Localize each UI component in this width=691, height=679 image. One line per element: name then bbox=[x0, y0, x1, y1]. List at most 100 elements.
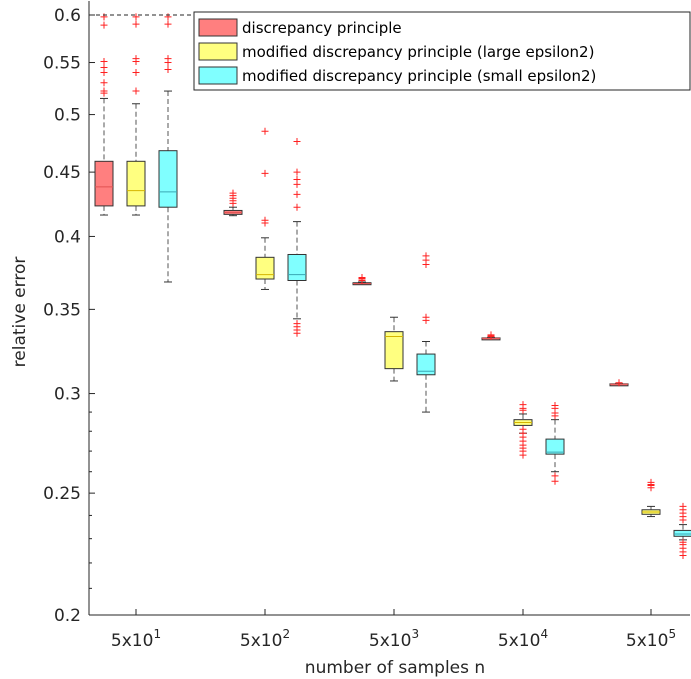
outlier-marker bbox=[551, 472, 559, 480]
outlier-marker bbox=[293, 190, 301, 198]
y-tick-label: 0.55 bbox=[43, 54, 81, 74]
outlier-marker bbox=[261, 216, 269, 224]
outlier-marker bbox=[164, 20, 172, 28]
outlier-marker bbox=[519, 401, 527, 409]
outlier-marker bbox=[164, 13, 172, 21]
box bbox=[158, 150, 178, 208]
outlier-marker bbox=[164, 55, 172, 63]
x-tick-exponent: 5 bbox=[668, 627, 676, 641]
outlier-marker bbox=[647, 478, 655, 486]
y-axis-label: relative error bbox=[10, 257, 30, 368]
outlier-marker bbox=[132, 69, 140, 77]
box-group bbox=[223, 189, 243, 217]
outlier-marker bbox=[100, 21, 108, 29]
legend-label: modified discrepancy principle (large ep… bbox=[242, 43, 594, 61]
x-tick-exponent: 4 bbox=[540, 627, 548, 641]
x-tick-label: 5x104 bbox=[498, 627, 548, 651]
box-group bbox=[545, 402, 565, 485]
box bbox=[94, 160, 114, 207]
outlier-marker bbox=[132, 87, 140, 95]
x-tick-exponent: 2 bbox=[282, 627, 290, 641]
outlier-marker bbox=[100, 79, 108, 87]
box-group bbox=[126, 13, 146, 216]
legend-box bbox=[193, 11, 691, 91]
x-tick-label: 5x102 bbox=[240, 627, 290, 651]
box bbox=[545, 438, 565, 455]
box bbox=[126, 160, 146, 207]
outlier-marker bbox=[100, 13, 108, 21]
y-tick-label: 0.35 bbox=[43, 300, 81, 320]
x-tick-exponent: 1 bbox=[153, 627, 161, 641]
x-axis-label: number of samples n bbox=[305, 658, 485, 678]
box-group bbox=[158, 13, 178, 283]
outlier-marker bbox=[293, 168, 301, 176]
box bbox=[673, 529, 691, 537]
outlier-marker bbox=[551, 402, 559, 410]
legend-label: modified discrepancy principle (small ep… bbox=[242, 67, 596, 85]
y-tick-label: 0.45 bbox=[43, 163, 81, 183]
y-ticks: 0.2 0.25 0.3 0.35 0.4 0.45 0.5 0.55 0.6 bbox=[43, 6, 95, 626]
outlier-marker bbox=[261, 127, 269, 135]
box-group bbox=[287, 137, 307, 337]
box-group bbox=[384, 316, 404, 382]
outlier-marker bbox=[100, 64, 108, 72]
outlier-marker bbox=[164, 66, 172, 74]
x-tick-label: 5x105 bbox=[626, 627, 676, 651]
x-tick-label: 5x103 bbox=[369, 627, 419, 651]
x-ticks: 5x101 5x102 5x103 5x104 5x105 bbox=[111, 609, 676, 651]
outlier-marker bbox=[358, 274, 366, 282]
outlier-marker bbox=[132, 20, 140, 28]
box-group bbox=[641, 478, 661, 518]
x-tick-base: 5x10 bbox=[369, 631, 412, 651]
y-tick-label: 0.6 bbox=[54, 6, 81, 26]
legend-label: discrepancy principle bbox=[242, 19, 402, 37]
box bbox=[255, 256, 275, 280]
outlier-marker bbox=[293, 137, 301, 145]
box-group bbox=[609, 379, 629, 387]
y-tick-label: 0.2 bbox=[54, 606, 81, 626]
x-tick-base: 5x10 bbox=[111, 631, 154, 651]
box bbox=[384, 331, 404, 370]
legend-swatch bbox=[198, 42, 238, 61]
outlier-marker bbox=[100, 58, 108, 66]
x-tick-base: 5x10 bbox=[626, 631, 669, 651]
outlier-marker bbox=[293, 320, 301, 328]
y-tick-label: 0.5 bbox=[54, 106, 81, 126]
outlier-marker bbox=[679, 538, 687, 546]
legend: discrepancy principle modified discrepanc… bbox=[193, 11, 691, 91]
box bbox=[287, 253, 307, 281]
outlier-marker bbox=[293, 203, 301, 211]
x-tick-base: 5x10 bbox=[498, 631, 541, 651]
box-group bbox=[673, 502, 691, 560]
outlier-marker bbox=[422, 252, 430, 260]
outlier-marker bbox=[261, 169, 269, 177]
y-tick-label: 0.3 bbox=[54, 385, 81, 405]
outlier-marker bbox=[132, 13, 140, 21]
box-group bbox=[513, 401, 533, 459]
outlier-marker bbox=[100, 89, 108, 97]
y-tick-label: 0.4 bbox=[54, 227, 81, 247]
box-group bbox=[94, 13, 114, 216]
x-tick-label: 5x101 bbox=[111, 627, 161, 651]
plot-area bbox=[89, 1, 690, 615]
outlier-marker bbox=[132, 55, 140, 63]
outlier-marker bbox=[229, 189, 237, 197]
boxes-layer bbox=[94, 13, 691, 560]
legend-items: discrepancy principle modified discrepanc… bbox=[198, 18, 596, 85]
outlier-marker bbox=[422, 313, 430, 321]
box-group bbox=[481, 331, 501, 341]
outlier-marker bbox=[487, 331, 495, 339]
y-tick-label: 0.25 bbox=[43, 484, 81, 504]
outlier-marker bbox=[679, 502, 687, 510]
outlier-marker bbox=[615, 379, 623, 387]
axes-layer bbox=[88, 1, 690, 616]
legend-swatch bbox=[198, 18, 238, 37]
outlier-marker bbox=[519, 425, 527, 433]
legend-swatch bbox=[198, 66, 238, 85]
box-group bbox=[416, 252, 436, 413]
box-group bbox=[255, 127, 275, 290]
outlier-marker bbox=[293, 175, 301, 183]
box-group bbox=[352, 274, 372, 286]
box bbox=[416, 353, 436, 376]
